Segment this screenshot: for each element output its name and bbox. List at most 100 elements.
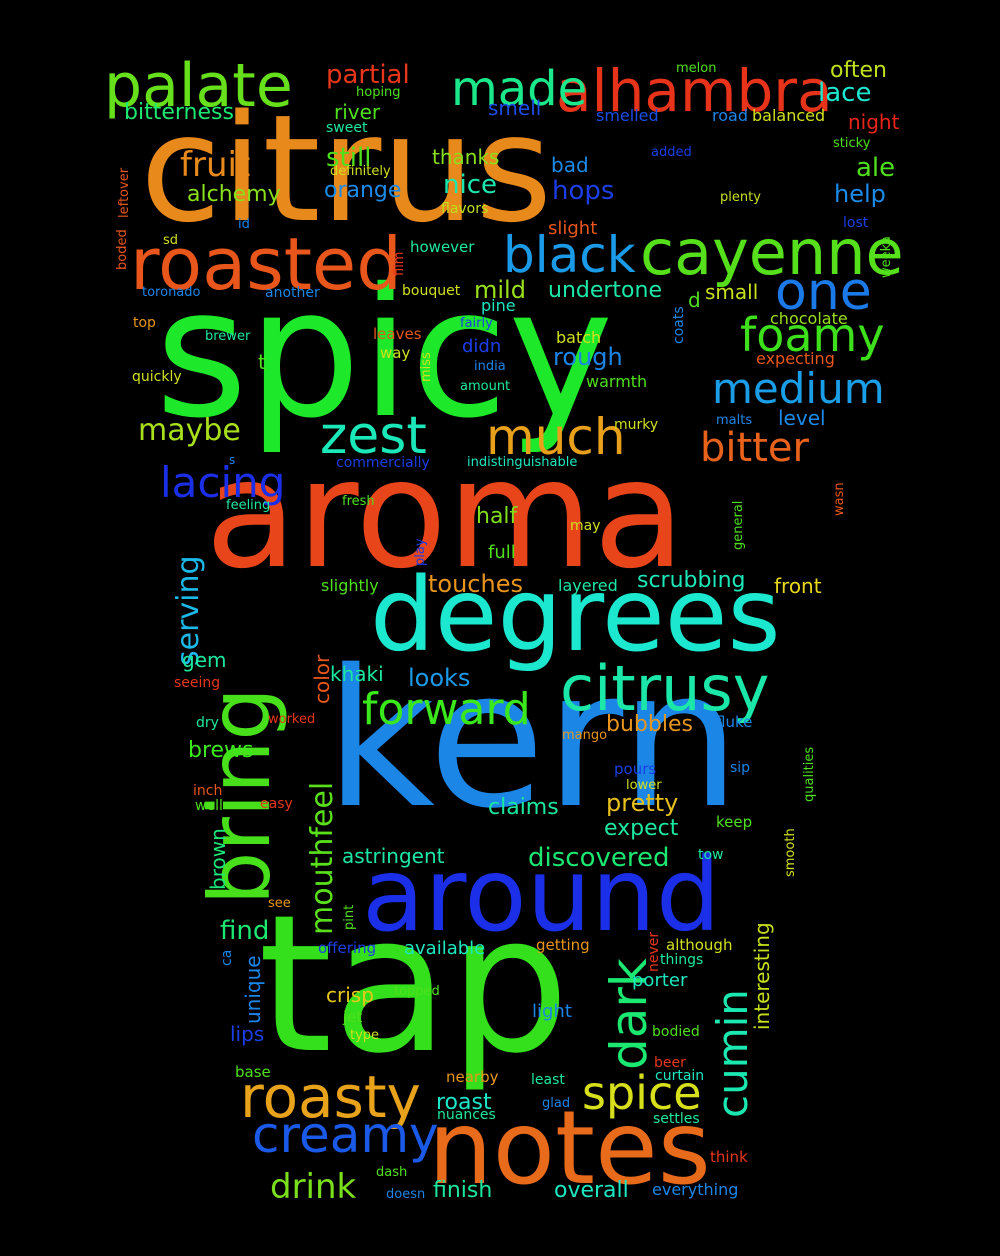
word: dry — [196, 715, 219, 731]
word: hops — [552, 176, 615, 206]
word: nearby — [446, 1068, 499, 1086]
word: jet — [343, 1008, 363, 1026]
word: may — [570, 518, 601, 534]
word: leftover — [117, 167, 132, 218]
word: night — [848, 110, 900, 134]
word: forward — [362, 684, 531, 735]
word: didn — [462, 336, 502, 357]
word: scrubbing — [637, 568, 746, 593]
word: warmth — [586, 372, 648, 391]
word: india — [474, 359, 506, 374]
word: still — [326, 143, 372, 173]
word: ca — [219, 949, 235, 966]
word: mouthfeel — [305, 781, 340, 935]
word: dash — [376, 1165, 408, 1180]
word: foamy — [740, 308, 885, 362]
word: mango — [562, 728, 608, 743]
word: although — [666, 936, 733, 954]
word: brewer — [205, 329, 251, 344]
word: glad — [542, 1096, 571, 1111]
word: added — [651, 145, 692, 160]
word: around — [362, 836, 721, 955]
word: leaves — [373, 325, 422, 343]
word: nuances — [437, 1107, 496, 1123]
word: black — [503, 226, 636, 284]
word: pours — [614, 760, 657, 778]
word: plenty — [720, 190, 761, 205]
word: color — [310, 654, 334, 704]
word: well — [195, 798, 223, 814]
word: river — [334, 100, 381, 124]
word: mild — [474, 276, 526, 304]
word: base — [235, 1063, 271, 1081]
word: small — [705, 280, 759, 304]
word: partial — [326, 60, 410, 90]
word: s — [229, 453, 236, 467]
word: flavors — [441, 201, 489, 217]
word: lost — [843, 215, 869, 231]
word: available — [404, 938, 486, 959]
word: roasty — [240, 1063, 421, 1131]
word: expect — [604, 816, 679, 841]
word: overall — [554, 1178, 629, 1203]
word: drink — [270, 1167, 357, 1207]
word: never — [646, 931, 662, 972]
word: bad — [551, 153, 589, 177]
word: fluke — [716, 713, 753, 731]
word: chocolate — [770, 309, 848, 328]
word: citrusy — [560, 652, 770, 725]
word: citrus — [140, 83, 553, 255]
word: bubbles — [606, 712, 693, 737]
word: commercially — [336, 455, 430, 471]
word: melon — [676, 61, 717, 76]
word: spicy — [155, 250, 614, 457]
word: amount — [460, 379, 511, 394]
word: qualities — [802, 746, 817, 802]
word: id — [238, 217, 250, 232]
word: least — [531, 1072, 565, 1088]
word: sticky — [833, 136, 871, 151]
word: murky — [614, 417, 659, 433]
word: feeling — [226, 498, 271, 513]
word: wasn — [832, 482, 847, 516]
word: degrees — [370, 556, 781, 675]
word: smooth — [783, 828, 798, 877]
word: boded — [115, 229, 130, 270]
word: way — [380, 344, 411, 362]
word: brews — [188, 738, 254, 763]
word: quickly — [132, 369, 182, 385]
word: pint — [342, 904, 357, 930]
word: medium — [712, 364, 885, 413]
word: rough — [553, 343, 623, 371]
word: things — [660, 952, 704, 968]
word: definitely — [330, 164, 391, 179]
word: smell — [488, 96, 542, 120]
word: much — [486, 408, 626, 466]
word: type — [350, 1028, 380, 1043]
word: alchemy — [187, 182, 281, 207]
word: unique — [241, 955, 265, 1024]
word: ale — [856, 153, 896, 183]
word: bodied — [652, 1024, 700, 1040]
word: cayenne — [640, 216, 904, 289]
word: film — [392, 251, 407, 276]
word: thanks — [432, 145, 500, 169]
word: nice — [443, 170, 497, 200]
word: pine — [481, 296, 516, 315]
word: slightly — [321, 576, 379, 595]
word: finish — [433, 1178, 493, 1203]
word: notes — [428, 1089, 711, 1208]
word: made — [451, 61, 588, 117]
word: curtain — [655, 1068, 705, 1084]
word: lacing — [160, 458, 286, 507]
word: touches — [428, 570, 523, 598]
word: alhambra — [556, 57, 833, 125]
word: see — [268, 896, 291, 911]
word: worked — [268, 712, 316, 727]
word: tow — [698, 847, 724, 863]
word: hoping — [356, 85, 401, 100]
word: full — [488, 542, 516, 563]
word: t — [258, 350, 266, 374]
word: topped — [394, 984, 440, 999]
word: settles — [653, 1111, 700, 1127]
